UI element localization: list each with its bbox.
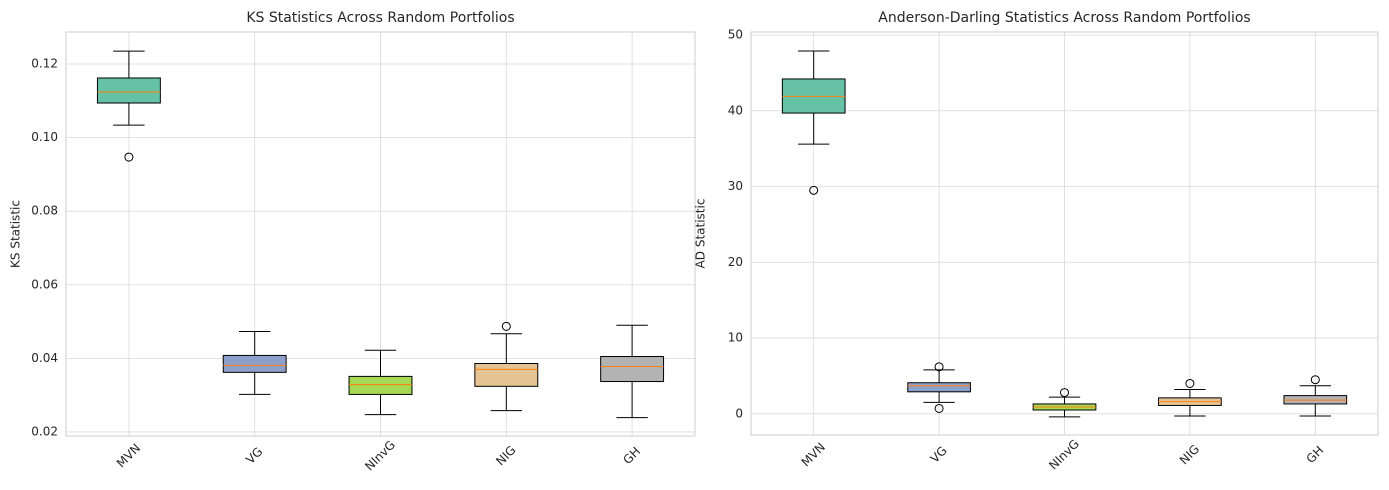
x-tick-label: NIG	[493, 443, 518, 468]
y-tick-label: 0.04	[31, 351, 58, 365]
x-tick-label: NInvG	[1046, 437, 1082, 473]
flier	[124, 152, 134, 162]
y-axis-label: KS Statistic	[9, 200, 23, 268]
flier	[934, 362, 944, 372]
flier	[934, 403, 944, 413]
flier	[1185, 378, 1195, 388]
chart-title: KS Statistics Across Random Portfolios	[246, 10, 514, 26]
y-axis-label: AD Statistic	[694, 199, 708, 269]
axes-frame	[750, 31, 1379, 436]
y-tick-label: 10	[728, 331, 743, 345]
box	[474, 363, 539, 387]
x-tick-label: MVN	[799, 440, 828, 469]
flier	[1310, 375, 1320, 385]
axes-frame	[65, 31, 696, 437]
x-tick-label: GH	[1304, 443, 1327, 466]
y-tick-label: 0.02	[31, 424, 58, 438]
x-tick-label: MVN	[114, 441, 143, 470]
flier	[501, 321, 511, 331]
box	[348, 375, 413, 395]
box	[222, 354, 287, 373]
box	[96, 77, 161, 104]
y-tick-label: 50	[728, 28, 743, 42]
x-tick-label: NIG	[1177, 442, 1202, 467]
chart-title: Anderson-Darling Statistics Across Rando…	[878, 10, 1250, 26]
x-tick-label: GH	[620, 444, 643, 467]
box	[907, 382, 971, 393]
x-tick-label: VG	[928, 444, 950, 466]
y-tick-label: 0.10	[31, 130, 58, 144]
y-tick-label: 0	[735, 406, 743, 420]
y-tick-label: 20	[728, 255, 743, 269]
flier	[1060, 388, 1069, 398]
x-tick-label: NInvG	[362, 438, 398, 474]
flier	[809, 185, 819, 195]
y-tick-label: 0.06	[31, 277, 58, 291]
y-tick-label: 40	[728, 103, 743, 117]
y-tick-label: 0.12	[31, 57, 58, 71]
x-tick-label: VG	[243, 445, 265, 467]
y-tick-label: 30	[728, 179, 743, 193]
y-tick-label: 0.08	[31, 204, 58, 218]
box	[600, 356, 665, 383]
